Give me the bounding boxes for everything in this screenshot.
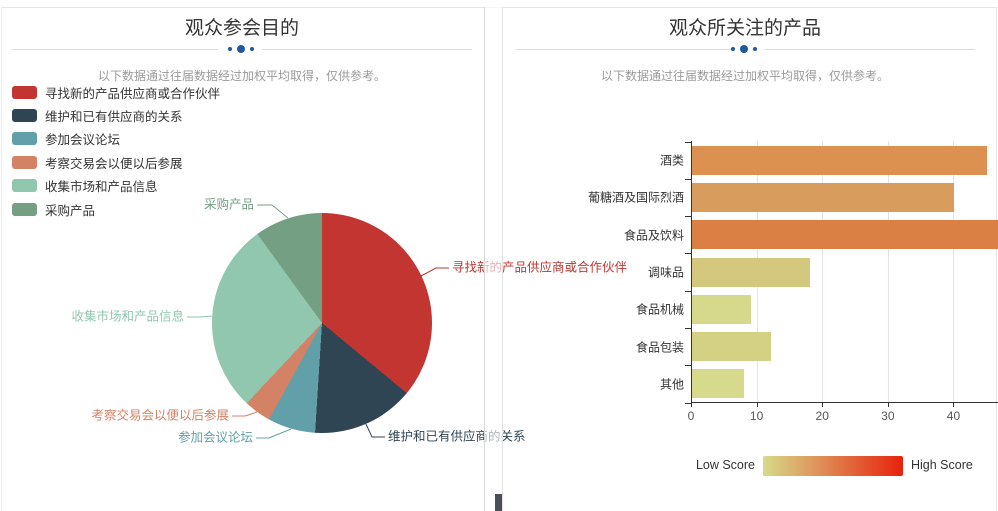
- right-panel-subtitle: 以下数据通过往届数据经过加权平均取得，仅供参考。: [600, 69, 890, 83]
- right-divider-dot-small-1: [731, 47, 735, 51]
- left-panel-subtitle: 以下数据通过往届数据经过加权平均取得，仅供参考。: [97, 69, 387, 83]
- left-panel-right-border: [484, 7, 485, 511]
- legend-item-0[interactable]: 寻找新的产品供应商或合作伙伴: [12, 84, 221, 101]
- bar-3[interactable]: [692, 257, 811, 287]
- bar-4[interactable]: [692, 294, 752, 324]
- bar-6[interactable]: [692, 369, 745, 399]
- x-axis-tick: [756, 402, 758, 407]
- bar-2[interactable]: [692, 220, 998, 250]
- left-divider-dot-big: [237, 45, 245, 53]
- legend-swatch-icon: [12, 179, 37, 193]
- pie-slice-label: 考察交易会以便以后参展: [91, 408, 229, 423]
- x-axis-tick: [953, 402, 955, 407]
- x-tick-label: 10: [749, 409, 764, 423]
- right-divider-line-a: [516, 49, 731, 50]
- left-divider-line-b: [262, 49, 472, 50]
- category-label: 葡糖酒及国际烈酒: [587, 190, 684, 205]
- legend-item-4[interactable]: 收集市场和产品信息: [12, 178, 158, 194]
- y-axis-line: [691, 141, 692, 403]
- x-axis-line: [691, 402, 998, 403]
- pie-label-leader-line: [365, 423, 385, 438]
- pie-label-leader-line: [257, 204, 289, 219]
- y-axis-tick: [685, 216, 691, 218]
- pie-slice-label: 维护和已有供应商的关系: [388, 429, 526, 444]
- right-panel-title: 观众所关注的产品: [668, 18, 822, 39]
- y-axis-tick: [685, 253, 691, 255]
- x-tick-label: 0: [687, 409, 695, 423]
- category-label: 调味品: [647, 265, 684, 280]
- y-axis-tick: [685, 178, 691, 180]
- y-axis-tick: [685, 402, 691, 404]
- legend-label: 收集市场和产品信息: [45, 180, 158, 195]
- category-label: 食品机械: [635, 302, 684, 317]
- gridline: [822, 141, 824, 402]
- left-divider-dot-small-1: [228, 47, 232, 51]
- pie-slice-label: 寻找新的产品供应商或合作伙伴: [452, 260, 628, 275]
- legend-item-2[interactable]: 参加会议论坛: [12, 131, 120, 147]
- x-tick-label: 40: [946, 409, 961, 423]
- pie-label-leader-line: [232, 411, 258, 417]
- legend-label: 采购产品: [45, 203, 96, 218]
- x-axis-tick: [822, 402, 824, 407]
- bar-5[interactable]: [692, 332, 771, 362]
- x-tick-label: 20: [815, 409, 829, 423]
- category-label: 食品包装: [635, 340, 684, 355]
- bar-1[interactable]: [692, 182, 955, 212]
- y-axis-tick: [685, 290, 691, 292]
- left-divider-dot-small-2: [250, 47, 254, 51]
- left-panel-title: 观众参会目的: [184, 18, 300, 39]
- category-label: 酒类: [659, 153, 684, 168]
- category-label: 食品及饮料: [623, 228, 684, 243]
- visualmap-gradient-bar: [763, 456, 903, 476]
- legend-swatch-icon: [12, 85, 37, 99]
- x-axis-tick: [691, 402, 692, 407]
- x-tick-label: 30: [881, 409, 895, 423]
- legend-item-5[interactable]: 采购产品: [12, 201, 96, 218]
- category-label: 其他: [659, 377, 684, 392]
- legend-item-3[interactable]: 考察交易会以便以后参展: [12, 154, 183, 171]
- right-divider-dot-small-2: [753, 47, 757, 51]
- right-border: [996, 7, 997, 511]
- pie-slice-label: 参加会议论坛: [177, 430, 253, 445]
- pie-label-leader-line: [420, 267, 449, 277]
- y-axis-tick: [685, 141, 691, 143]
- bar-0[interactable]: [692, 145, 988, 175]
- pie-label-leader-line: [187, 315, 213, 318]
- visualmap-low-label: Low Score: [695, 458, 755, 472]
- legend-swatch-icon: [12, 202, 37, 216]
- pie-label-leader-line: [256, 428, 292, 439]
- x-axis-tick: [887, 402, 889, 407]
- legend-label: 寻找新的产品供应商或合作伙伴: [45, 86, 221, 101]
- legend-swatch-icon: [12, 108, 37, 122]
- panel-gutter: [485, 7, 502, 511]
- scrollbar-thumb[interactable]: [495, 494, 502, 511]
- legend-label: 考察交易会以便以后参展: [45, 156, 183, 171]
- right-panel-left-border: [502, 7, 503, 511]
- legend-item-1[interactable]: 维护和已有供应商的关系: [12, 107, 183, 124]
- gridline: [953, 141, 955, 402]
- left-divider-line-a: [12, 49, 218, 50]
- legend-swatch-icon: [12, 132, 37, 146]
- legend-label: 维护和已有供应商的关系: [45, 109, 183, 124]
- right-divider-line-b: [765, 49, 975, 50]
- legend-swatch-icon: [12, 155, 37, 169]
- pie-slice-label: 收集市场和产品信息: [71, 309, 184, 324]
- pie-slice-label: 采购产品: [203, 197, 254, 212]
- pie-chart[interactable]: [212, 213, 432, 433]
- visualmap-high-label: High Score: [911, 458, 973, 472]
- legend-label: 参加会议论坛: [45, 133, 121, 148]
- left-border: [1, 7, 2, 511]
- y-axis-tick: [685, 328, 691, 329]
- right-divider-dot-big: [740, 45, 748, 53]
- y-axis-tick: [685, 365, 691, 367]
- gridline: [887, 141, 889, 402]
